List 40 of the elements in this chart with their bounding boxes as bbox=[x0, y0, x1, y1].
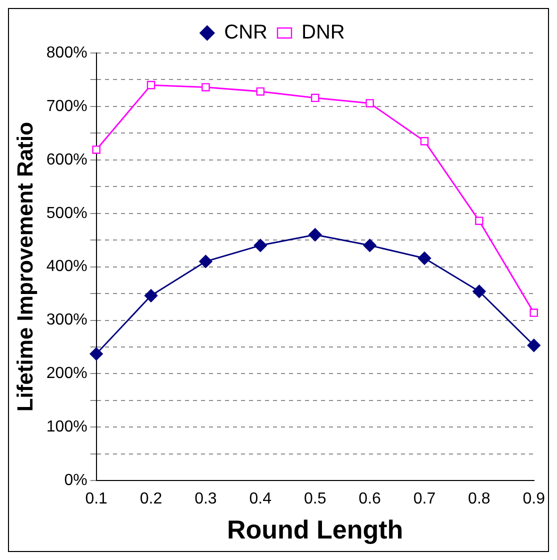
x-tick-label: 0.4 bbox=[249, 490, 272, 508]
point bbox=[475, 216, 484, 225]
point bbox=[310, 94, 320, 102]
x-tick-label: 0.1 bbox=[85, 490, 108, 508]
x-tick-label: 0.3 bbox=[194, 490, 217, 508]
legend-label: CNR bbox=[224, 22, 268, 44]
point bbox=[202, 83, 210, 92]
y-tick-label: 800% bbox=[46, 44, 88, 62]
y-tick-label: 700% bbox=[46, 98, 88, 115]
point bbox=[472, 284, 486, 298]
x-tick-label: 0.5 bbox=[304, 490, 326, 508]
point bbox=[308, 228, 322, 242]
y-tick-label: 200% bbox=[46, 365, 88, 382]
legend-label: DNR bbox=[302, 22, 345, 44]
x-tick-label: 0.9 bbox=[522, 490, 546, 508]
point bbox=[144, 289, 158, 302]
point bbox=[256, 87, 265, 96]
point bbox=[527, 338, 540, 352]
x-tick-label: 0.6 bbox=[358, 490, 382, 508]
x-axis-title: Round Length bbox=[227, 514, 404, 545]
y-tick-label: 600% bbox=[46, 151, 88, 168]
x-tick-label: 0.8 bbox=[468, 490, 490, 508]
point bbox=[418, 252, 432, 265]
point bbox=[92, 146, 100, 154]
point bbox=[199, 254, 212, 268]
point bbox=[363, 238, 376, 252]
x-tick-label: 0.7 bbox=[413, 490, 436, 508]
point bbox=[90, 347, 103, 361]
y-tick-label: 500% bbox=[46, 204, 88, 222]
x-tick-label: 0.2 bbox=[140, 490, 162, 508]
point bbox=[366, 99, 374, 108]
point bbox=[254, 238, 268, 252]
y-axis-title: Lifetime Improvement Ratio bbox=[12, 122, 38, 412]
point bbox=[146, 80, 156, 90]
point bbox=[530, 308, 538, 317]
y-tick-label: 0% bbox=[64, 472, 88, 490]
y-tick-label: 300% bbox=[46, 312, 88, 329]
point bbox=[420, 137, 429, 146]
y-tick-label: 100% bbox=[46, 418, 88, 436]
y-tick-label: 400% bbox=[46, 258, 88, 276]
